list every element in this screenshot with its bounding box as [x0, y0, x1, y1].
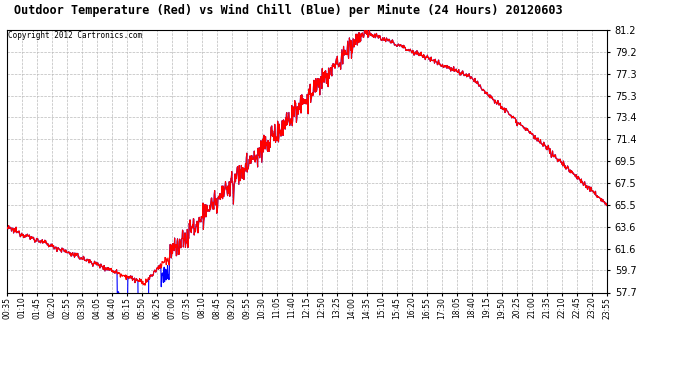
Text: Copyright 2012 Cartronics.com: Copyright 2012 Cartronics.com [8, 32, 141, 40]
Text: Outdoor Temperature (Red) vs Wind Chill (Blue) per Minute (24 Hours) 20120603: Outdoor Temperature (Red) vs Wind Chill … [14, 4, 562, 17]
